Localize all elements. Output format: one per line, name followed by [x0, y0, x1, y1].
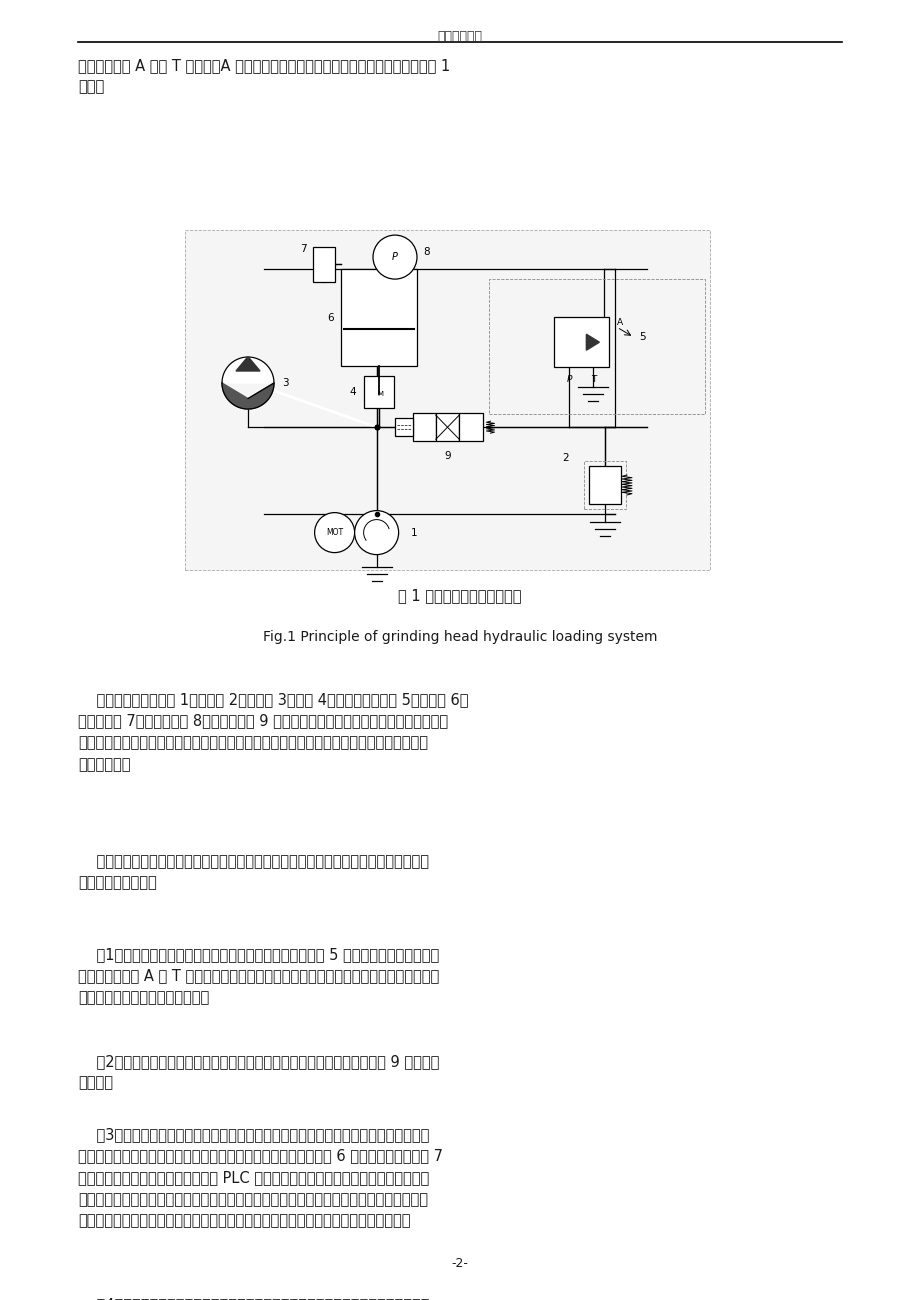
Bar [312, 247, 335, 282]
Text: 图 1 磨头液压压下系统原理图: 图 1 磨头液压压下系统原理图 [398, 588, 521, 603]
Text: 比例减压阀的 A 口与 T 口相通，A 口压力再次被调节到设定值。该系统的工作原理如图 1
所示。: 比例减压阀的 A 口与 T 口相通，A 口压力再次被调节到设定值。该系统的工作原… [78, 58, 450, 95]
Text: （4）修磨时，为了保证恒力修磨，必须实时控制液压缸输出力。控制力时，由于结构
设计的原因，常常用压力控制代替，检测信号取自液压缸无杆腔的压力，液压缸有杆腔的压
: （4）修磨时，为了保证恒力修磨，必须实时控制液压缸输出力。控制力时，由于结构 设… [78, 1297, 448, 1300]
Bar [436, 413, 459, 441]
Bar [489, 280, 704, 413]
Bar [185, 230, 709, 569]
Polygon shape [221, 384, 274, 410]
Circle shape [354, 511, 398, 555]
Polygon shape [585, 334, 598, 350]
Bar [459, 413, 482, 441]
Bar [588, 465, 620, 504]
Text: 磨头压下系统是钢坯修磨机的关键系统之一，主要完成磨头上拾、微拾、下压动作以及
保持修磨压力恒定。: 磨头压下系统是钢坯修磨机的关键系统之一，主要完成磨头上拾、微拾、下压动作以及 保… [78, 854, 429, 890]
Text: 4: 4 [349, 386, 356, 396]
Polygon shape [221, 358, 274, 384]
Text: （2）微拾时，采用位置闭环控制，当磨头运动到指定位置时，电磁换向阀 9 得电，锁
住磨头。: （2）微拾时，采用位置闭环控制，当磨头运动到指定位置时，电磁换向阀 9 得电，锁… [78, 1054, 439, 1091]
Text: MOT: MOT [325, 528, 343, 537]
Text: M: M [377, 390, 383, 396]
Circle shape [372, 235, 416, 280]
Text: A: A [617, 317, 622, 326]
Text: （3）磨头下压时，为提高工作效率，防止磨头碰向钢坯，采用位置、压力复合控制，
即磨头快速平稳地运行到转换点位置，再转换为压力控制。液压缸 6 中的内置位移传感器: （3）磨头下压时，为提高工作效率，防止磨头碰向钢坯，采用位置、压力复合控制， 即… [78, 1127, 443, 1228]
Bar [394, 419, 412, 437]
Text: 2: 2 [562, 452, 568, 463]
Text: 系统由恒压式变量泵 1、溢流阀 2、蓄能器 3、磨头 4、三通比例减压阀 5、液压缸 6、
位移传感器 7、压力传感器 8、电磁换向阀 9 及液压管道组成。由于: 系统由恒压式变量泵 1、溢流阀 2、蓄能器 3、磨头 4、三通比例减压阀 5、液… [78, 692, 468, 772]
Circle shape [314, 512, 354, 552]
Bar [364, 376, 394, 407]
Bar [412, 413, 436, 441]
Text: 1: 1 [410, 528, 417, 538]
Text: T: T [590, 376, 596, 385]
Text: （1）快速抬起时，采用开环控制，只需给三通比例减压阀 5 一定的开度，此时三通比
例减压阀的阀口 A 与 T 通流，起到溢流阀的作用，有较好的等压特性，而且其压: （1）快速抬起时，采用开环控制，只需给三通比例减压阀 5 一定的开度，此时三通比… [78, 946, 439, 1005]
Text: 7: 7 [301, 244, 307, 254]
Text: P: P [391, 252, 398, 263]
Text: P: P [566, 376, 572, 385]
Text: 5: 5 [638, 333, 645, 342]
Polygon shape [236, 356, 260, 370]
Text: Fig.1 Principle of grinding head hydraulic loading system: Fig.1 Principle of grinding head hydraul… [263, 630, 656, 644]
Text: 6: 6 [327, 312, 334, 322]
Bar [584, 462, 625, 510]
Text: 精品论文推荐: 精品论文推荐 [437, 30, 482, 43]
Text: 9: 9 [444, 451, 450, 462]
Text: 8: 8 [423, 247, 429, 257]
Bar [553, 317, 608, 367]
Bar [341, 269, 417, 367]
Text: -2-: -2- [451, 1257, 468, 1270]
Text: 3: 3 [282, 378, 289, 387]
